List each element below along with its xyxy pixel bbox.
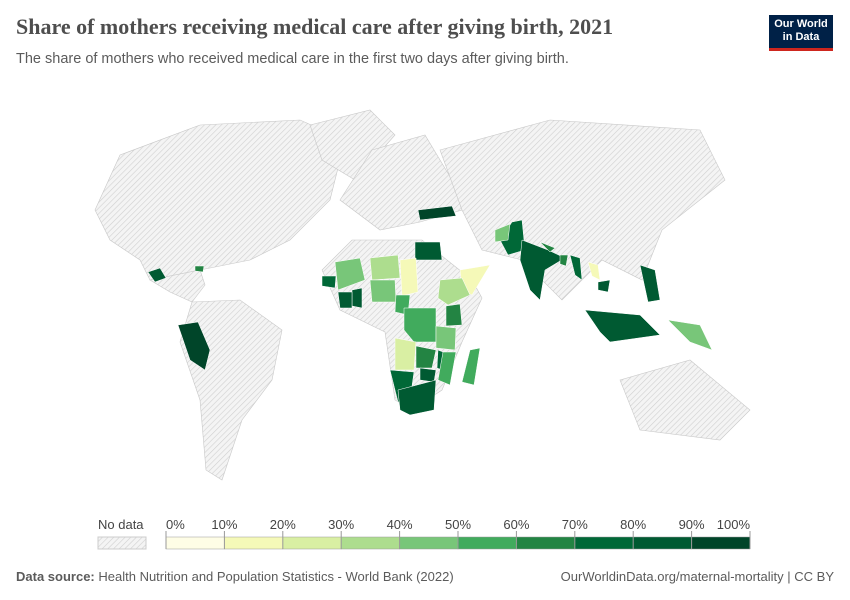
country-zimbabwe[interactable]: [419, 367, 437, 383]
country-cote-d-ivoire[interactable]: [337, 291, 353, 309]
country-haiti[interactable]: [194, 265, 205, 273]
legend-tick-label: 40%: [387, 517, 413, 532]
legend-tick-label: 100%: [717, 517, 751, 532]
country-tanzania[interactable]: [435, 325, 457, 351]
legend-swatch: [340, 536, 400, 550]
legend-tick-label: 80%: [620, 517, 646, 532]
chart-subtitle: The share of mothers who received medica…: [16, 51, 569, 67]
country-south-africa[interactable]: [397, 379, 437, 416]
owid-logo[interactable]: Our World in Data: [769, 15, 833, 51]
source-label: Data source:: [16, 569, 95, 584]
country-niger[interactable]: [369, 254, 401, 281]
data-source: Data source: Health Nutrition and Popula…: [16, 569, 454, 584]
legend-tick-label: 0%: [166, 517, 185, 532]
country-chad[interactable]: [399, 257, 419, 297]
country-ghana[interactable]: [351, 287, 363, 309]
country-turkey[interactable]: [417, 205, 457, 221]
legend-swatch: [457, 536, 517, 550]
legend-tick-label: 20%: [270, 517, 296, 532]
country-mali[interactable]: [334, 257, 366, 291]
legend-tick-label: 60%: [503, 517, 529, 532]
country-mozambique[interactable]: [437, 351, 457, 386]
logo-line1: Our World: [774, 18, 828, 30]
country-bangladesh[interactable]: [559, 254, 569, 267]
legend-swatch: [691, 536, 751, 550]
country-zambia[interactable]: [415, 345, 437, 369]
country-ethiopia[interactable]: [437, 277, 471, 306]
country-afghanistan[interactable]: [494, 223, 511, 243]
landmass-asia[interactable]: [439, 119, 726, 301]
country-indonesia[interactable]: [584, 309, 661, 343]
legend-tick-label: 30%: [328, 517, 354, 532]
landmass-australia[interactable]: [619, 359, 751, 441]
legend-swatch: [165, 536, 225, 550]
country-philippines[interactable]: [639, 264, 661, 303]
country-madagascar[interactable]: [461, 347, 481, 386]
legend-tick-label: 70%: [562, 517, 588, 532]
legend-swatch: [574, 536, 634, 550]
legend-tick-label: 50%: [445, 517, 471, 532]
chart-title: Share of mothers receiving medical care …: [16, 14, 614, 39]
legend-swatch: [516, 536, 576, 550]
country-nepal[interactable]: [539, 241, 556, 253]
legend-swatch: [632, 536, 692, 550]
country-guatemala[interactable]: [147, 267, 167, 283]
legend-no-data-label: No data: [98, 517, 144, 532]
country-peru[interactable]: [177, 321, 211, 371]
source-text: Health Nutrition and Population Statisti…: [98, 569, 454, 584]
country-myanmar[interactable]: [569, 254, 583, 281]
legend-swatch: [399, 536, 459, 550]
country-cambodia[interactable]: [597, 279, 611, 293]
legend-tick-label: 10%: [211, 517, 237, 532]
landmass-north-america[interactable]: [94, 119, 346, 281]
country-nigeria[interactable]: [369, 279, 397, 303]
country-laos[interactable]: [587, 261, 601, 281]
country-senegal[interactable]: [321, 275, 337, 289]
legend-swatch: [282, 536, 342, 550]
country-dr-congo[interactable]: [403, 307, 437, 343]
legend-tick-label: 90%: [679, 517, 705, 532]
world-map: [94, 109, 751, 481]
logo-line2: in Data: [782, 31, 820, 43]
country-kenya[interactable]: [445, 303, 463, 327]
footer-link[interactable]: OurWorldinData.org/maternal-mortality | …: [560, 569, 834, 584]
country-egypt[interactable]: [414, 241, 443, 261]
country-angola[interactable]: [394, 337, 417, 371]
legend-no-data-swatch: [97, 536, 147, 550]
legend-swatch: [224, 536, 284, 550]
country-papua-new-guinea[interactable]: [667, 319, 713, 351]
